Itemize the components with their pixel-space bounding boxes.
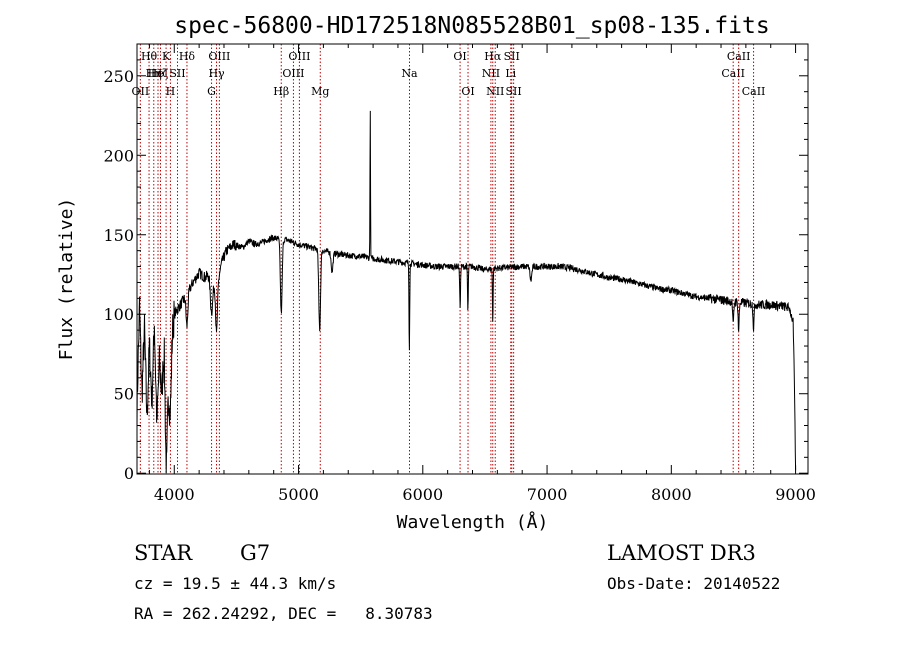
line-label-5: K xyxy=(162,50,171,63)
y-tick-label-5: 250 xyxy=(103,67,134,86)
x-axis-label: Wavelength (Å) xyxy=(397,511,549,533)
line-label-17: OI xyxy=(453,50,466,63)
object-class: STAR xyxy=(134,541,193,565)
line-label-15: Mg xyxy=(311,85,329,98)
redshift-text: cz = 19.5 ± 44.3 km/s xyxy=(134,574,337,593)
line-label-12: Hβ xyxy=(273,85,289,98)
subclass: G7 xyxy=(240,541,271,565)
line-label-8: Hδ xyxy=(179,50,196,63)
line-label-21: NII xyxy=(486,85,504,98)
line-label-6: H xyxy=(166,85,176,98)
coordinates: RA = 262.24292, DEC = 8.30783 xyxy=(134,604,433,623)
x-tick-label-0: 4000 xyxy=(154,485,195,504)
line-label-11: OIII xyxy=(208,50,230,63)
line-label-10: Hγ xyxy=(208,67,225,80)
y-tick-label-2: 100 xyxy=(103,305,134,324)
y-tick-label-1: 50 xyxy=(114,385,134,404)
x-tick-label-2: 6000 xyxy=(402,485,443,504)
line-label-7: SII xyxy=(169,67,185,80)
x-tick-label-1: 5000 xyxy=(278,485,319,504)
line-label-19: NII xyxy=(482,67,500,80)
line-label-4: Hζ xyxy=(153,67,169,80)
y-tick-label-3: 150 xyxy=(103,226,134,245)
line-label-16: Na xyxy=(401,67,418,80)
x-tick-label-3: 7000 xyxy=(527,485,568,504)
line-label-25: CaII xyxy=(721,67,745,80)
x-tick-label-4: 8000 xyxy=(651,485,692,504)
line-label-9: G xyxy=(207,85,216,98)
line-label-24: SII xyxy=(506,85,522,98)
line-label-3: HeI xyxy=(148,67,168,80)
line-label-27: CaII xyxy=(742,85,766,98)
survey-name: LAMOST DR3 xyxy=(607,541,756,565)
line-label-22: Li xyxy=(505,67,516,80)
line-label-23: SII xyxy=(504,50,520,63)
y-tick-label-0: 0 xyxy=(124,464,134,483)
chart-title: spec-56800-HD172518N085528B01_sp08-135.f… xyxy=(174,13,769,39)
line-label-1: Hθ xyxy=(141,50,158,63)
y-tick-label-4: 200 xyxy=(103,146,134,165)
line-label-13: OIII xyxy=(282,67,304,80)
obs-date: Obs-Date: 20140522 xyxy=(607,574,781,593)
line-label-14: OIII xyxy=(288,50,310,63)
line-label-18: OI xyxy=(461,85,474,98)
x-tick-label-5: 9000 xyxy=(775,485,816,504)
plot-frame xyxy=(136,43,809,475)
y-axis-label: Flux (relative) xyxy=(56,198,77,361)
line-label-26: CaII xyxy=(727,50,751,63)
spectrum-line xyxy=(136,110,797,474)
line-label-20: Hα xyxy=(484,50,502,63)
